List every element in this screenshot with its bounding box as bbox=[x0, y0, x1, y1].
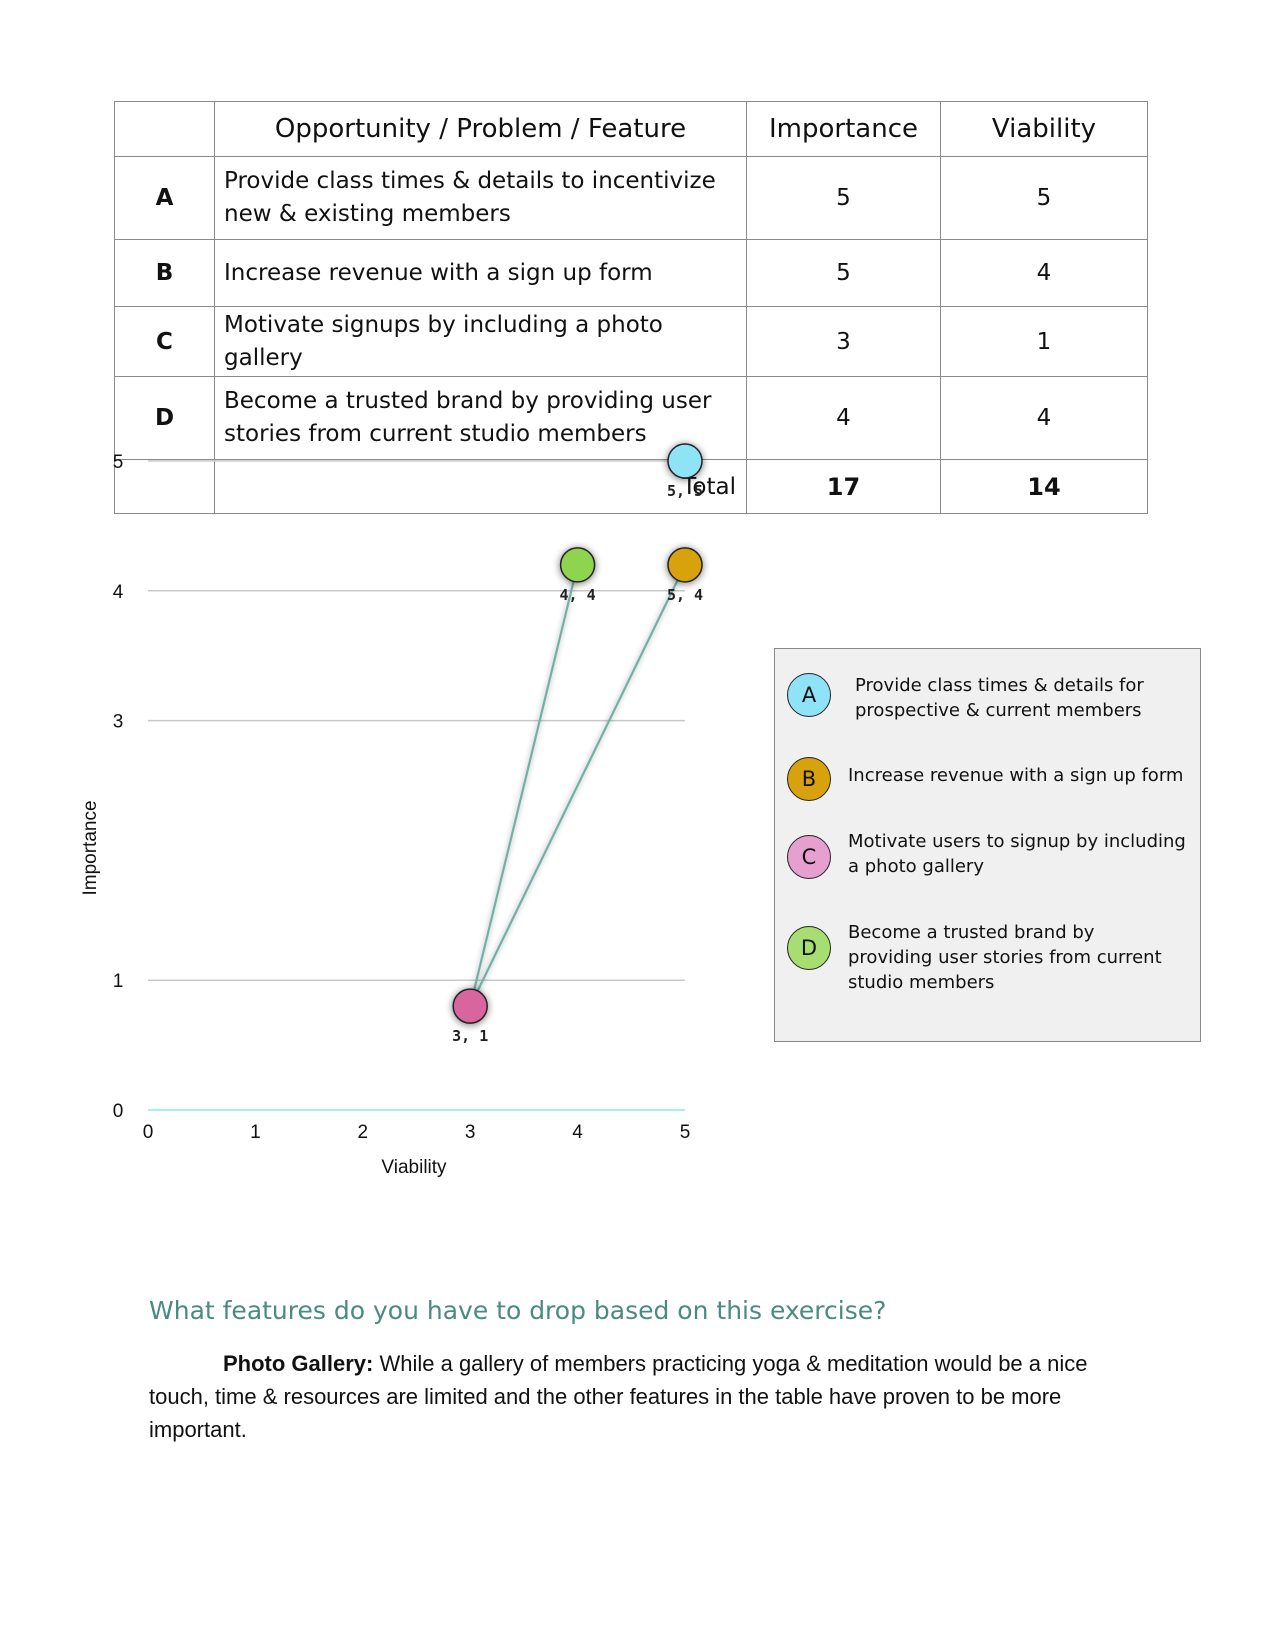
connection-d-c bbox=[469, 564, 579, 1007]
y-axis-label: Importance bbox=[80, 800, 101, 895]
row-feature: Motivate signups by including a photo ga… bbox=[214, 306, 747, 377]
row-id: B bbox=[114, 239, 215, 307]
y-tick-label: 3 bbox=[113, 712, 124, 733]
y-tick-label: 5 bbox=[113, 452, 124, 473]
legend-text-c: Motivate users to signup by including a … bbox=[848, 831, 1186, 877]
chart-points: 5, 5 5, 4 4, 4 3, 1 bbox=[452, 443, 703, 1045]
row-id: C bbox=[114, 306, 215, 377]
data-point-a bbox=[667, 443, 703, 479]
table-header-viability: Viability bbox=[940, 101, 1148, 157]
connection-c-b bbox=[469, 564, 686, 1007]
row-importance: 5 bbox=[746, 239, 941, 307]
legend-text-a: Provide class times & details for prospe… bbox=[855, 675, 1144, 721]
prioritization-table: Opportunity / Problem / Feature Importan… bbox=[114, 101, 1148, 514]
y-tick-label: 0 bbox=[113, 1101, 124, 1122]
table-row: B Increase revenue with a sign up form 5… bbox=[114, 239, 1148, 307]
legend-text-b: Increase revenue with a sign up form bbox=[848, 765, 1184, 786]
data-label-a: 5, 5 bbox=[667, 482, 703, 500]
row-importance: 4 bbox=[746, 376, 941, 460]
row-importance: 5 bbox=[746, 156, 941, 240]
legend-text-d: Become a trusted brand by providing user… bbox=[848, 922, 1162, 993]
row-feature: Become a trusted brand by providing user… bbox=[214, 376, 747, 460]
row-feature: Increase revenue with a sign up form bbox=[214, 239, 747, 307]
data-label-d: 4, 4 bbox=[560, 586, 596, 604]
row-feature: Provide class times & details to incenti… bbox=[214, 156, 747, 240]
chart-axes: 0 1 3 4 5 0 1 2 3 4 5 bbox=[113, 452, 691, 1143]
x-tick-label: 3 bbox=[465, 1122, 476, 1143]
total-label: Total bbox=[214, 459, 747, 514]
table-row: A Provide class times & details to incen… bbox=[114, 156, 1148, 240]
row-id: A bbox=[114, 156, 215, 240]
x-tick-label: 1 bbox=[250, 1122, 261, 1143]
chart-legend: A Provide class times & details for pros… bbox=[774, 648, 1201, 1042]
x-tick-label: 2 bbox=[358, 1122, 369, 1143]
data-point-c bbox=[452, 988, 488, 1024]
section-answer-paragraph: Photo Gallery: While a gallery of member… bbox=[149, 1347, 1139, 1446]
section-question-heading: What features do you have to drop based … bbox=[149, 1296, 887, 1325]
row-id: D bbox=[114, 376, 215, 460]
chart-gridlines bbox=[148, 460, 685, 1111]
legend-marker-a: A bbox=[787, 673, 831, 717]
data-label-b: 5, 4 bbox=[667, 586, 703, 604]
answer-lead: Photo Gallery: bbox=[223, 1351, 374, 1376]
total-viability: 14 bbox=[940, 459, 1148, 514]
data-point-d bbox=[559, 547, 596, 583]
table-total-row: Total 17 14 bbox=[114, 459, 1148, 514]
x-tick-label: 0 bbox=[143, 1122, 154, 1143]
data-point-b bbox=[667, 547, 703, 583]
table-header-blank bbox=[114, 101, 215, 157]
y-tick-label: 4 bbox=[113, 582, 124, 603]
x-tick-label: 5 bbox=[680, 1122, 691, 1143]
row-viability: 4 bbox=[940, 239, 1148, 307]
total-blank bbox=[114, 459, 215, 514]
answer-text: While a gallery of members practicing yo… bbox=[149, 1351, 1088, 1442]
data-label-c: 3, 1 bbox=[452, 1027, 488, 1045]
x-tick-label: 4 bbox=[572, 1122, 583, 1143]
legend-marker-c: C bbox=[787, 835, 831, 879]
row-importance: 3 bbox=[746, 306, 941, 377]
legend-marker-d: D bbox=[787, 926, 831, 970]
x-axis-label: Viability bbox=[381, 1157, 447, 1178]
total-importance: 17 bbox=[746, 459, 941, 514]
chart-connections bbox=[469, 461, 687, 1007]
legend-marker-b: B bbox=[787, 757, 831, 801]
y-tick-label: 1 bbox=[113, 971, 124, 992]
table-row: D Become a trusted brand by providing us… bbox=[114, 376, 1148, 460]
